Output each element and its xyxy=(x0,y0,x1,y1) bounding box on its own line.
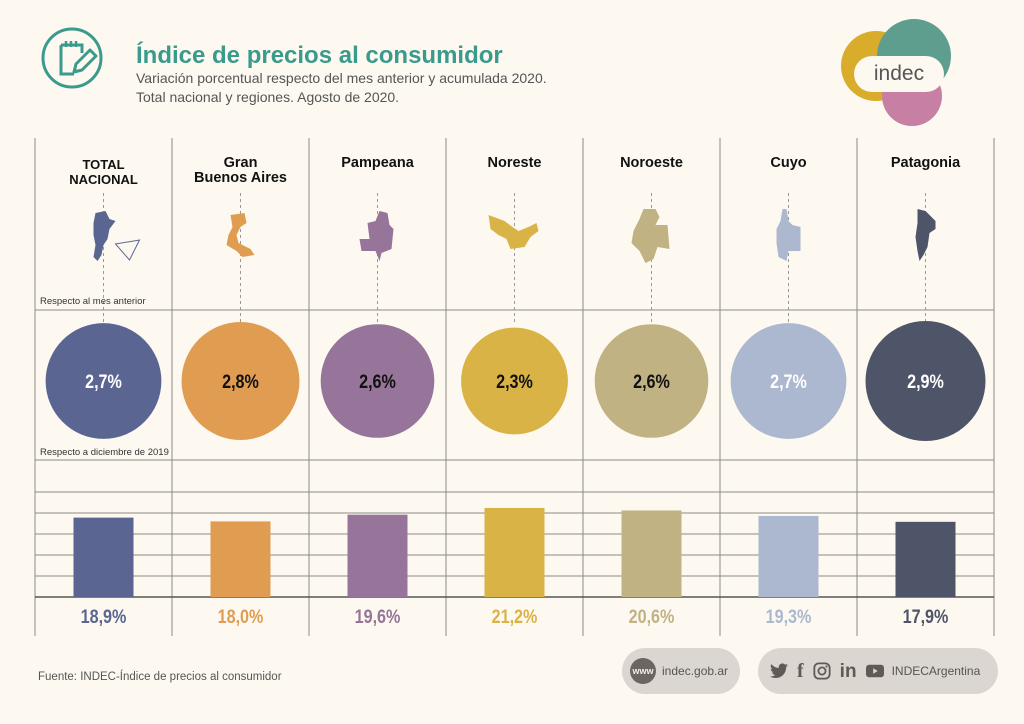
cumulative-value-label: 17,9% xyxy=(902,607,949,628)
monthly-circle xyxy=(461,327,568,435)
pampeana-map-icon xyxy=(359,211,394,261)
website-text: indec.gob.ar xyxy=(662,664,729,678)
cumulative-bar xyxy=(484,507,545,597)
monthly-circle xyxy=(865,321,986,441)
patagonia-map-icon xyxy=(915,209,936,261)
argentina-map-icon xyxy=(93,211,116,261)
linkedin-icon[interactable]: in xyxy=(839,660,857,682)
instagram-icon[interactable] xyxy=(813,662,831,680)
monthly-value-label: 2,8% xyxy=(222,371,259,393)
twitter-icon[interactable] xyxy=(770,663,788,679)
cumulative-value-label: 21,2% xyxy=(491,607,538,628)
logo-text: indec xyxy=(874,62,924,85)
monthly-circle xyxy=(181,322,300,440)
monthly-value-label: 2,6% xyxy=(633,371,670,393)
cumulative-value-label: 19,3% xyxy=(765,607,812,628)
monthly-value-label: 2,7% xyxy=(85,371,122,393)
monthly-value-label: 2,9% xyxy=(907,371,944,393)
region-name: Noroeste xyxy=(620,155,683,171)
cumulative-bar xyxy=(347,514,408,597)
region-name: Noreste xyxy=(487,155,542,171)
notepad-pencil-icon xyxy=(41,27,103,89)
gran-buenos-aires-map-icon xyxy=(226,213,255,257)
social-links: f in INDECArgentina xyxy=(758,648,998,694)
region-name: Gran Buenos Aires xyxy=(194,155,287,186)
cumulative-bar xyxy=(895,521,956,597)
cumulative-bar xyxy=(621,510,682,597)
section-label-monthly: Respecto al mes anterior xyxy=(40,296,146,307)
website-link[interactable]: www indec.gob.ar xyxy=(622,648,740,694)
monthly-circle xyxy=(45,323,162,439)
source-note: Fuente: INDEC-Índice de precios al consu… xyxy=(38,671,282,683)
www-icon: www xyxy=(630,658,656,684)
cumulative-value-label: 18,9% xyxy=(80,607,127,628)
subtitle-line-2: Total nacional y regiones. Agosto de 202… xyxy=(136,89,400,105)
indec-logo: indec xyxy=(841,19,951,126)
region-name: Pampeana xyxy=(341,155,414,171)
monthly-circle xyxy=(320,324,435,438)
noroeste-map-icon xyxy=(631,209,670,263)
noreste-map-icon xyxy=(488,215,539,249)
monthly-value-label: 2,3% xyxy=(496,371,533,393)
cuyo-map-icon xyxy=(776,209,801,261)
page-title: Índice de precios al consumidor xyxy=(136,42,503,69)
cumulative-value-label: 19,6% xyxy=(354,607,401,628)
region-name: Patagonia xyxy=(890,155,961,171)
antarctica-inset-icon xyxy=(114,239,141,261)
facebook-icon[interactable]: f xyxy=(797,659,804,682)
cumulative-value-label: 18,0% xyxy=(217,607,264,628)
cumulative-bar xyxy=(210,521,271,597)
monthly-value-label: 2,6% xyxy=(359,371,396,393)
monthly-circle xyxy=(594,324,709,438)
subtitle-line-1: Variación porcentual respecto del mes an… xyxy=(136,70,547,86)
monthly-circle xyxy=(730,323,847,439)
cumulative-bar xyxy=(758,515,819,597)
monthly-value-label: 2,7% xyxy=(770,371,807,393)
region-name: TOTAL NACIONAL xyxy=(69,157,138,187)
social-handle: INDECArgentina xyxy=(891,664,981,678)
region-name: Cuyo xyxy=(770,155,807,171)
cumulative-value-label: 20,6% xyxy=(628,607,675,628)
youtube-icon[interactable] xyxy=(865,664,884,678)
cumulative-bar xyxy=(73,517,134,597)
section-label-cumulative: Respecto a diciembre de 2019 xyxy=(40,447,169,458)
